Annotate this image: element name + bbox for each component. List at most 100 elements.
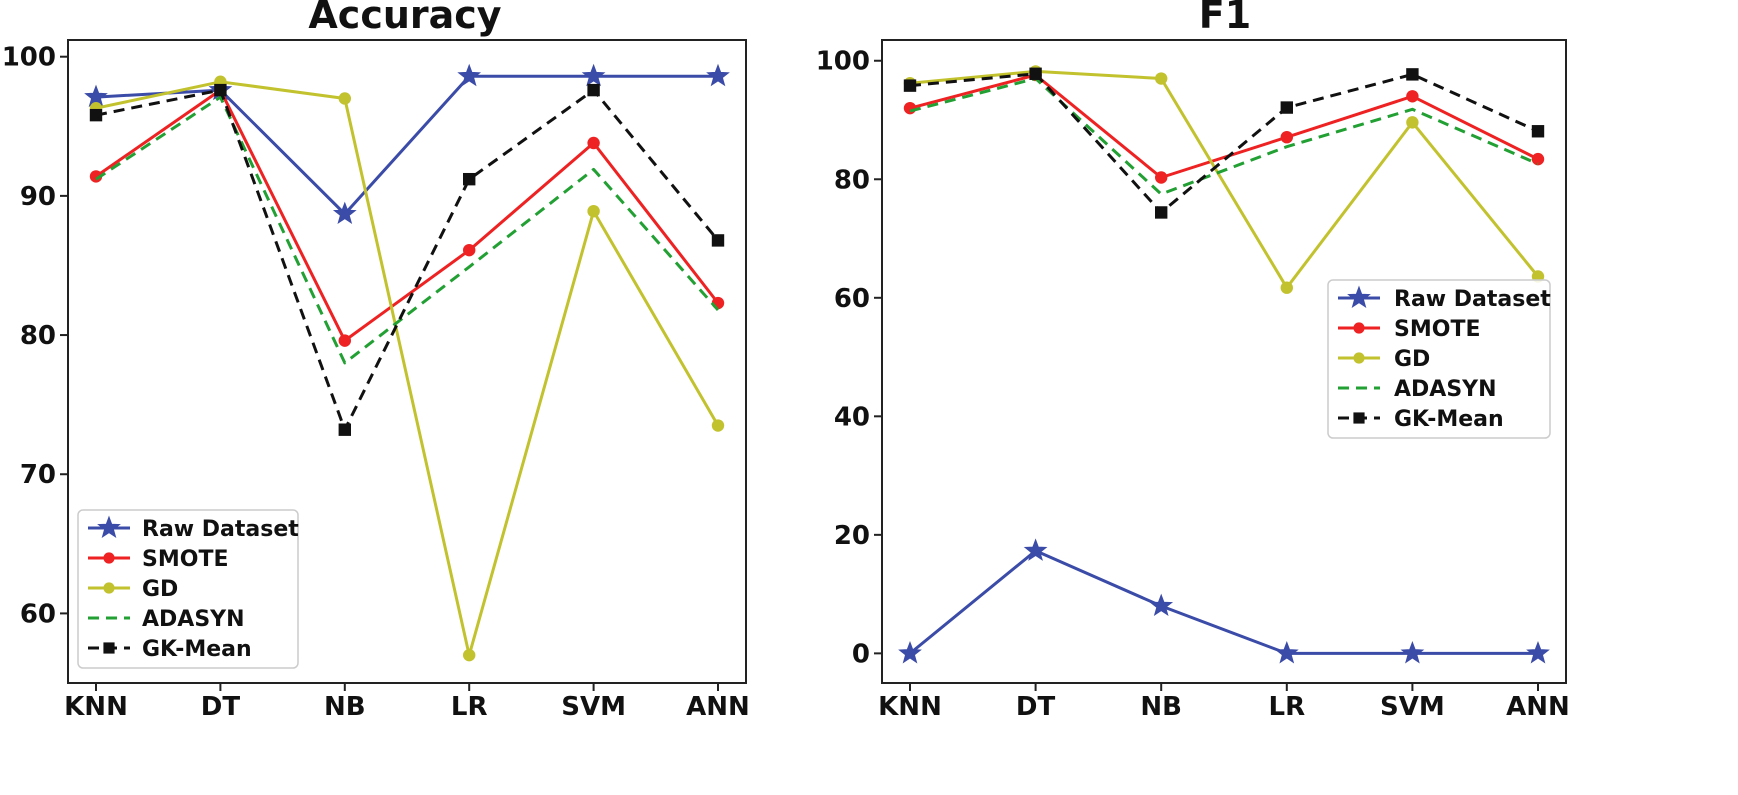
- legend-label: SMOTE: [1394, 317, 1480, 342]
- series-adasyn: [909, 77, 1539, 196]
- plot-frame: [881, 39, 1567, 684]
- data-point: [1029, 67, 1042, 80]
- y-tick-label: 80: [834, 165, 870, 195]
- legend-marker: [103, 582, 115, 594]
- legend-box: [77, 509, 299, 669]
- data-point: [587, 83, 600, 97]
- x-tick-label: ANN: [686, 692, 750, 722]
- y-tick-label: 100: [2, 43, 56, 73]
- x-tick-label: ANN: [1506, 692, 1570, 722]
- series-smote: [89, 83, 725, 347]
- series-line: [95, 88, 720, 343]
- data-point: [1155, 72, 1168, 85]
- legend-label: Raw Dataset: [142, 517, 299, 542]
- x-tick-label: KNN: [64, 692, 128, 722]
- legend-label: Raw Dataset: [1394, 287, 1551, 312]
- data-point: [1531, 125, 1545, 138]
- legend-box: [1327, 279, 1551, 439]
- legend-marker: [103, 552, 115, 564]
- series-gk-mean: [903, 67, 1545, 219]
- data-point: [84, 84, 108, 108]
- data-point: [332, 201, 357, 225]
- data-point: [338, 423, 351, 436]
- y-tick-label: 0: [852, 639, 870, 669]
- data-point: [457, 63, 482, 87]
- data-point: [903, 101, 917, 115]
- data-point: [1155, 171, 1168, 184]
- data-point: [898, 640, 922, 664]
- x-tick-label: NB: [324, 692, 366, 722]
- series-gk-mean: [89, 83, 725, 436]
- data-point: [1280, 281, 1294, 294]
- data-point: [1531, 152, 1545, 166]
- data-point: [711, 419, 725, 432]
- data-point: [587, 136, 600, 150]
- series-adasyn: [95, 95, 720, 365]
- data-point: [711, 234, 725, 247]
- legend-marker: [1347, 285, 1371, 309]
- legend-marker: [1353, 352, 1365, 364]
- series-line: [909, 69, 1540, 290]
- legend: Raw Dataset SMOTE GD ADASYN GK-Mean: [1327, 279, 1551, 439]
- y-tick-label: 20: [834, 521, 870, 551]
- series-line: [95, 95, 720, 365]
- y-tick-label: 80: [20, 321, 56, 351]
- data-point: [463, 243, 476, 257]
- x-tick-label: DT: [1016, 692, 1056, 722]
- series-line: [95, 80, 720, 657]
- legend-label: GK-Mean: [1394, 407, 1504, 432]
- data-point: [587, 204, 600, 218]
- data-point: [706, 63, 730, 87]
- data-point: [1280, 101, 1293, 114]
- series-line: [909, 73, 1539, 179]
- data-point: [1406, 68, 1419, 81]
- data-point: [1280, 130, 1294, 144]
- data-point: [1149, 593, 1174, 617]
- chart-title: Accuracy: [308, 0, 501, 37]
- data-point: [1023, 538, 1048, 561]
- y-tick-label: 70: [20, 460, 56, 490]
- chart-1: F1 0 20 40 60 80 100 KNN DT NB LR SVM ANN Raw Dataset…: [816, 0, 1570, 722]
- x-tick-label: NB: [1140, 692, 1182, 722]
- y-tick-label: 60: [834, 284, 870, 314]
- chart-title: F1: [1199, 0, 1251, 37]
- data-point: [1406, 116, 1419, 129]
- data-point: [1406, 90, 1419, 103]
- data-point: [903, 79, 917, 92]
- data-point: [1274, 640, 1299, 664]
- y-tick-label: 40: [834, 402, 870, 432]
- data-point: [581, 63, 606, 87]
- legend-label: ADASYN: [142, 607, 245, 632]
- series-line: [909, 72, 1539, 214]
- data-point: [89, 170, 103, 183]
- data-point: [1526, 640, 1550, 664]
- legend-marker: [103, 642, 115, 654]
- legend-marker: [1353, 322, 1365, 334]
- data-point: [1400, 640, 1425, 664]
- series-line: [95, 74, 718, 216]
- legend: Raw Dataset SMOTE GD ADASYN GK-Mean: [77, 509, 299, 669]
- data-point: [89, 108, 103, 122]
- x-tick-label: KNN: [878, 692, 942, 722]
- data-point: [214, 83, 227, 97]
- plot-frame: [67, 39, 747, 684]
- series-line: [909, 77, 1539, 196]
- y-tick-label: 100: [816, 47, 870, 77]
- series-line: [909, 549, 1538, 655]
- x-tick-label: SVM: [1380, 692, 1445, 722]
- data-point: [338, 92, 351, 105]
- legend-label: GK-Mean: [142, 637, 252, 662]
- legend-label: SMOTE: [142, 547, 228, 572]
- legend-label: ADASYN: [1394, 377, 1497, 402]
- x-tick-label: LR: [451, 692, 488, 722]
- chart-0: Accuracy 60 70 80 90 100 KNN DT NB LR SVM ANN Raw Da…: [2, 0, 750, 722]
- y-tick-label: 60: [20, 599, 56, 629]
- series-gd: [903, 65, 1545, 294]
- series-raw-dataset: [898, 538, 1550, 664]
- data-point: [463, 172, 476, 186]
- x-tick-label: LR: [1269, 692, 1306, 722]
- data-point: [1155, 206, 1168, 219]
- y-tick-label: 90: [20, 182, 56, 212]
- x-tick-label: DT: [201, 692, 241, 722]
